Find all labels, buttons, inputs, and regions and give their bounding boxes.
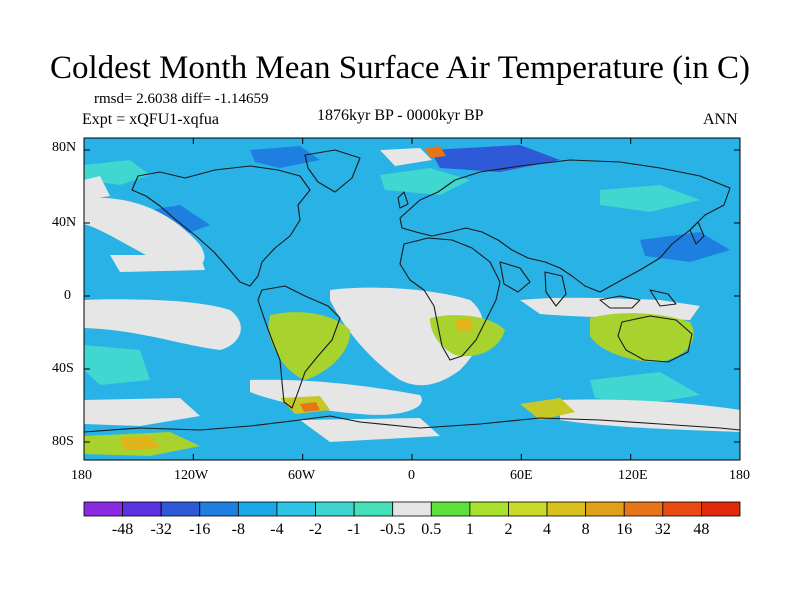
colorbar-label-2: -16 [189, 521, 211, 538]
colorbar-swatch-14 [623, 501, 664, 517]
field-light-4 [84, 345, 150, 385]
field-deep-3 [250, 146, 320, 168]
coast-india [544, 271, 567, 307]
coast-eurasia [399, 159, 731, 293]
colorbar-label-12: 8 [581, 521, 590, 538]
colorbar-swatch-4 [237, 501, 278, 517]
colorbar-label-5: -2 [308, 521, 323, 538]
x-label-120e: 120E [618, 468, 648, 483]
colorbar-swatch-13 [585, 501, 625, 517]
coast-africa [399, 237, 501, 361]
field-warm-3 [590, 313, 694, 362]
y-label-0: 0 [64, 288, 71, 303]
field-hot-1 [120, 436, 160, 450]
x-label-180w: 180 [71, 468, 92, 483]
field-light-2 [380, 168, 470, 195]
colorbar-swatch-11 [508, 501, 548, 517]
colorbar-swatch-15 [662, 501, 702, 517]
colorbar-label-8: 0.5 [421, 521, 442, 538]
y-label-80s: 80S [52, 434, 74, 449]
colorbar-swatch-16 [701, 501, 741, 517]
field-warmer-1 [520, 398, 575, 420]
field-hotter-2 [425, 146, 446, 158]
colorbar-label-14: 32 [654, 521, 671, 538]
field-warm-1 [268, 312, 351, 380]
x-label-60e: 60E [510, 468, 533, 483]
colorbar-swatch-12 [546, 501, 587, 517]
colorbar-label-6: -1 [347, 521, 361, 538]
field-light-3 [600, 185, 700, 212]
colorbar-label-3: -8 [231, 521, 246, 538]
coast-arabia [499, 261, 531, 293]
field-hotter-1 [300, 402, 320, 412]
colorbar-swatch-5 [276, 501, 316, 517]
field-neutral-6 [250, 379, 422, 415]
rmsd-stats: rmsd= 2.6038 diff= -1.14659 [94, 91, 269, 107]
coastlines [84, 149, 740, 433]
field-neutral-9 [300, 418, 440, 442]
colorbar-label-7: -0.5 [380, 521, 406, 538]
field-neutral-2 [110, 255, 205, 272]
colorbar-swatch-10 [469, 501, 509, 517]
season-label: ANN [703, 111, 738, 128]
y-label-40s: 40S [52, 361, 74, 376]
coast-south-america [257, 285, 341, 409]
field-warm-2 [430, 315, 505, 357]
field-hot-2 [455, 318, 474, 332]
colorbar-label-4: -4 [270, 521, 284, 538]
colorbar-swatch-1 [122, 501, 162, 517]
colorbar-label-11: 4 [543, 521, 552, 538]
colorbar-label-13: 16 [616, 521, 633, 538]
colorbar-label-9: 1 [465, 521, 474, 538]
field-neutral-3 [330, 287, 484, 386]
chart-title: Coldest Month Mean Surface Air Temperatu… [50, 50, 750, 86]
colorbar-swatch-6 [315, 501, 355, 517]
coast-antarctica [84, 415, 740, 433]
x-label-120w: 120W [174, 468, 209, 483]
experiment-label: Expt = xQFU1-xqfua [82, 111, 220, 128]
colorbar-swatch-9 [430, 501, 471, 517]
field-neutral-1 [84, 197, 205, 269]
colorbar-label-10: 2 [504, 521, 513, 538]
colorbar-swatch-0 [83, 501, 123, 517]
field-neutral-10 [380, 148, 432, 166]
colorbar-swatch-2 [160, 501, 201, 517]
colorbar-swatch-3 [199, 501, 239, 517]
x-label-60w: 60W [288, 468, 316, 483]
field-neutral-7 [560, 399, 740, 432]
x-label-0: 0 [408, 468, 415, 483]
coast-greenland [304, 149, 361, 193]
field-neutral-8 [84, 398, 200, 426]
coast-indonesia [599, 295, 641, 309]
colorbar-label-15: 48 [693, 521, 710, 538]
y-label-80n: 80N [52, 140, 77, 155]
axis-ticks [83, 138, 741, 460]
x-label-180e: 180 [729, 468, 750, 483]
coast-japan [689, 221, 705, 245]
colorbar-label-0: -48 [111, 521, 134, 538]
colorbar [83, 501, 741, 517]
coast-uk [397, 191, 409, 209]
y-label-40n: 40N [52, 215, 77, 230]
field-neutral-4 [84, 299, 241, 350]
colorbar-swatch-8 [392, 501, 432, 517]
coast-new-guinea [649, 289, 677, 307]
field-light-5 [590, 372, 700, 405]
anomaly-fields [84, 145, 740, 456]
field-neutral-5 [520, 297, 700, 320]
coast-australia [617, 315, 693, 363]
coast-north-america [131, 165, 311, 287]
colorbar-label-1: -32 [150, 521, 172, 538]
colorbar-swatch-7 [353, 501, 394, 517]
field-neutral-11 [84, 176, 110, 200]
period-label: 1876kyr BP - 0000kyr BP [317, 107, 484, 124]
